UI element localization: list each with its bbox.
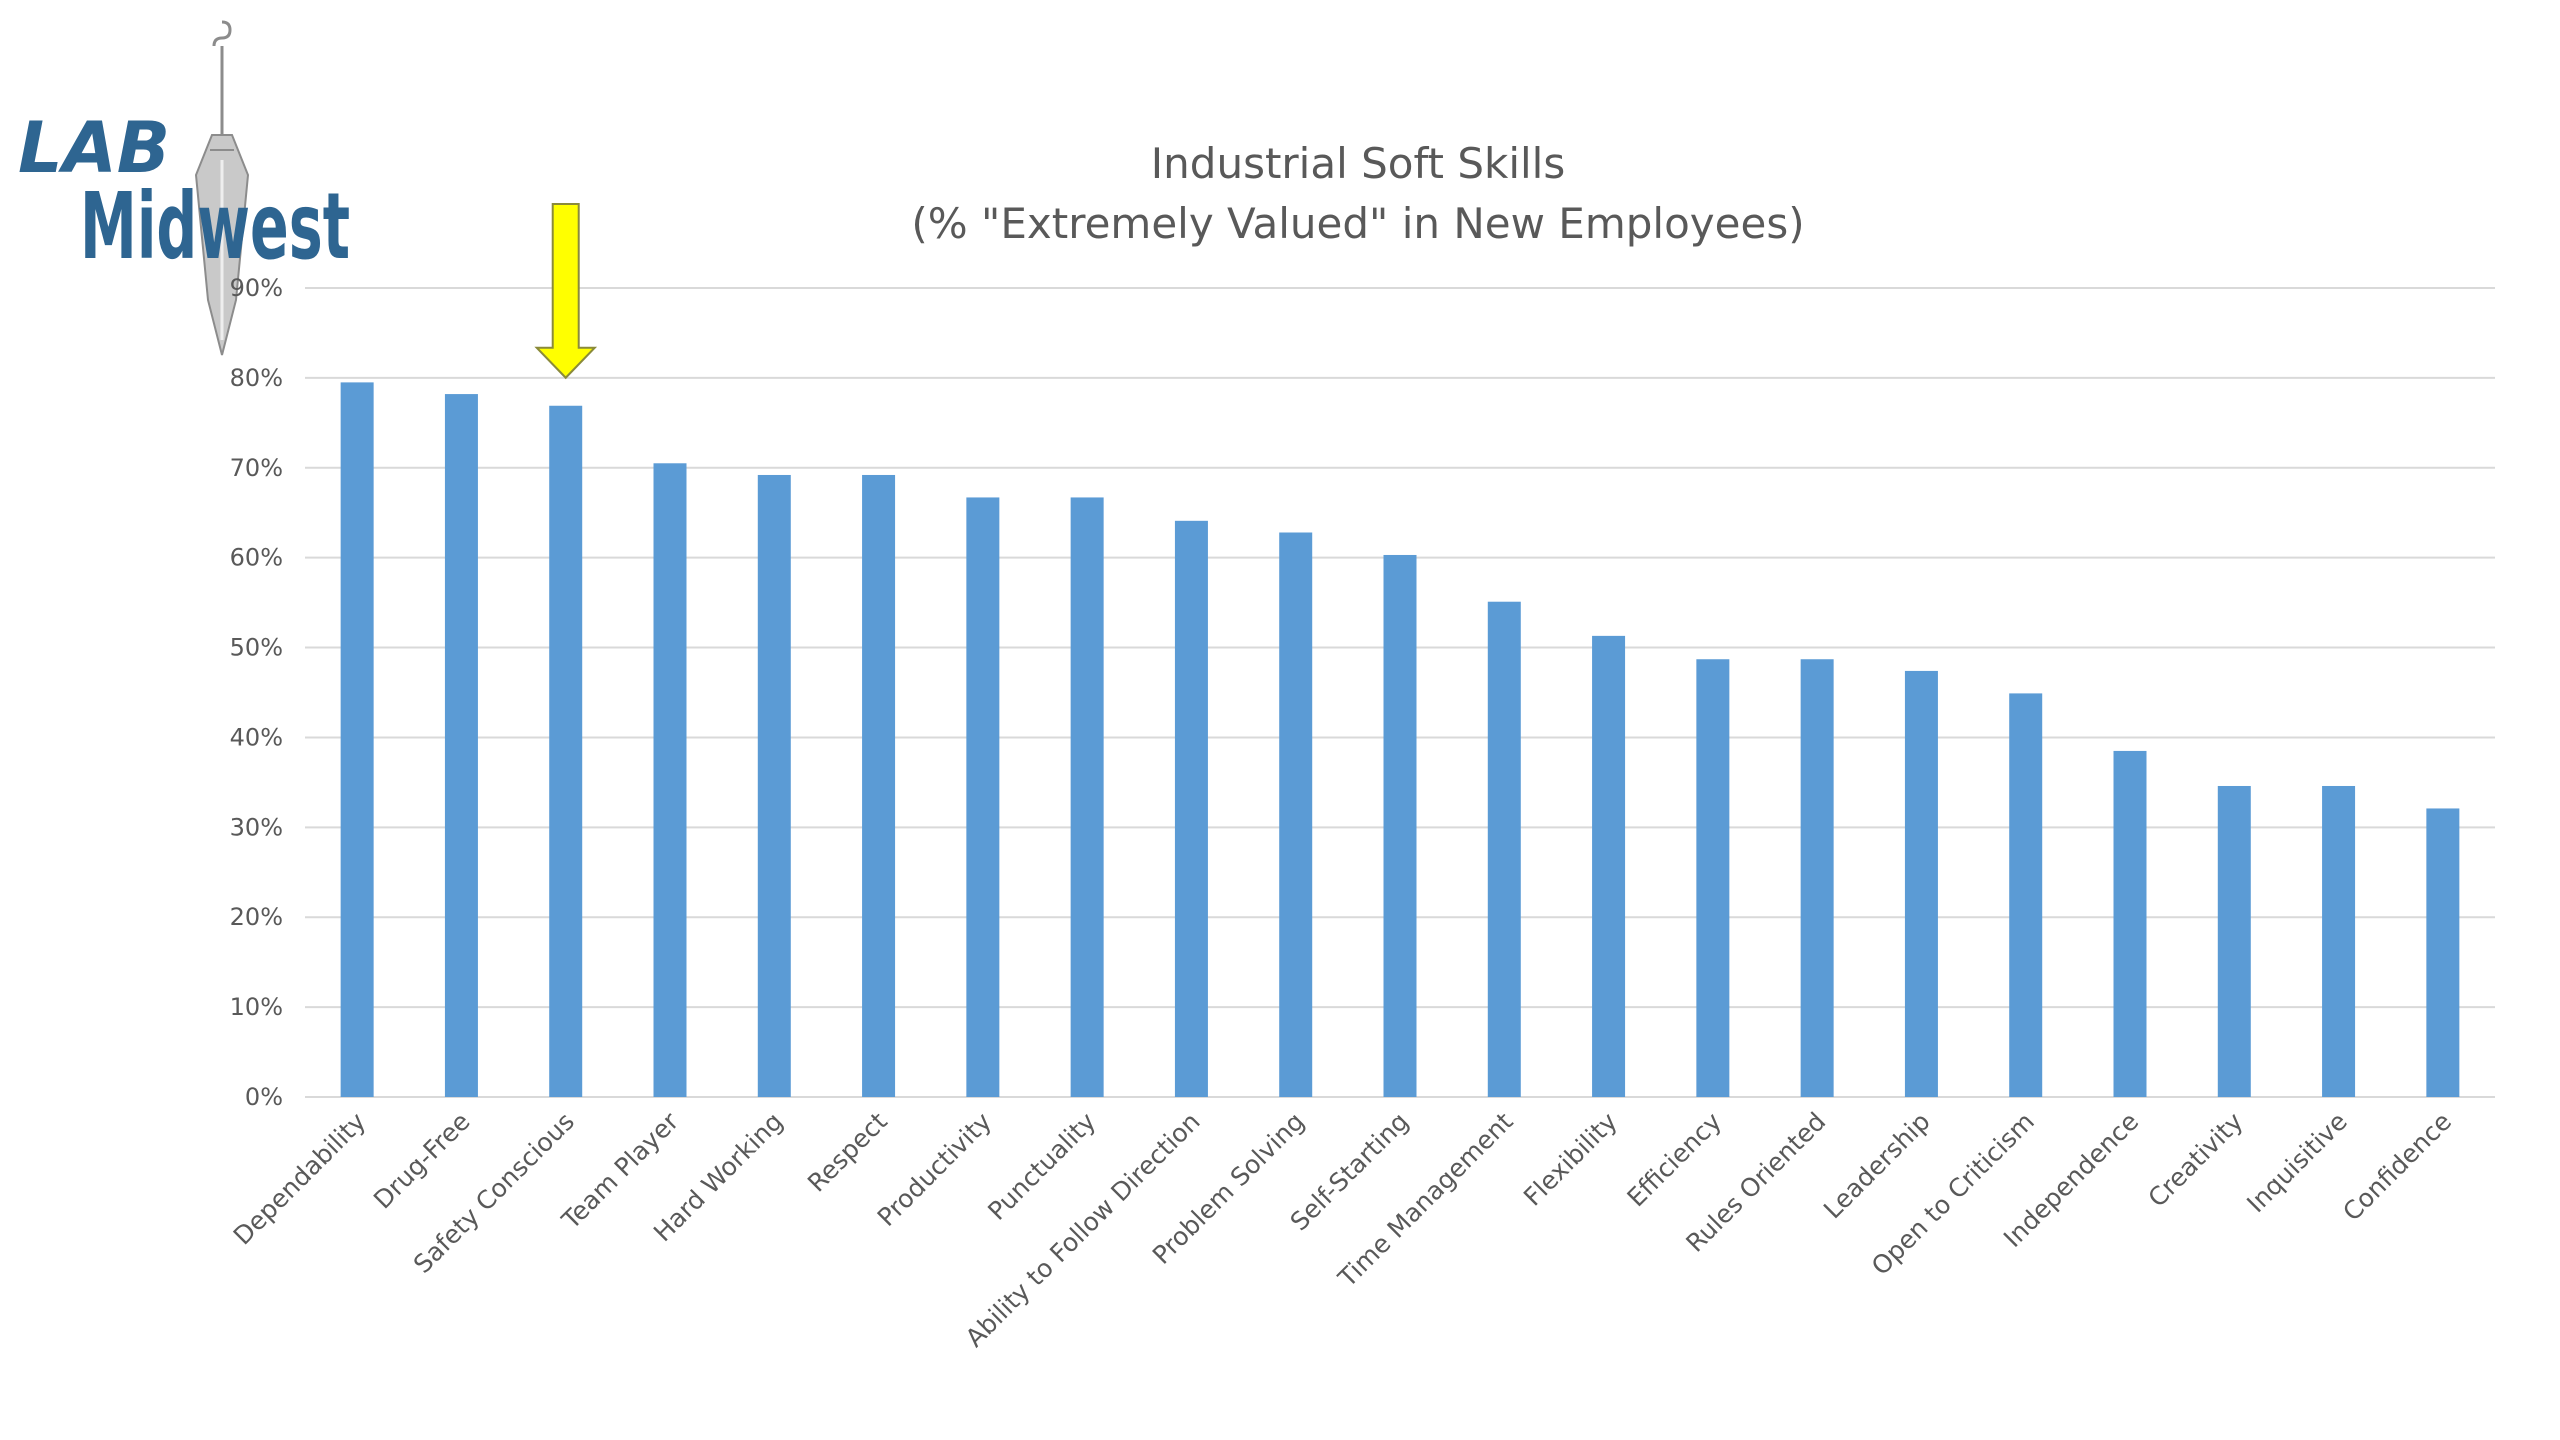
x-category-label: Leadership bbox=[1818, 1107, 1936, 1225]
y-tick-label: 20% bbox=[230, 903, 283, 931]
bar bbox=[966, 497, 1000, 1097]
highlight-arrow bbox=[534, 203, 598, 380]
y-axis-tick-labels: 0% 10% 20% 30% 40% 50% 60% 70% 80% 90% bbox=[230, 274, 283, 1111]
y-tick-label: 70% bbox=[230, 454, 283, 482]
y-tick-label: 60% bbox=[230, 544, 283, 572]
bar bbox=[1383, 554, 1417, 1097]
chart-title: Industrial Soft Skills bbox=[1151, 139, 1565, 188]
bar bbox=[549, 405, 583, 1097]
bar bbox=[340, 382, 374, 1098]
bar bbox=[2009, 693, 2043, 1097]
x-category-label: Respect bbox=[802, 1107, 893, 1198]
x-category-label: Confidence bbox=[2337, 1107, 2457, 1227]
bars bbox=[340, 382, 2460, 1098]
y-tick-label: 90% bbox=[230, 274, 283, 302]
y-tick-label: 50% bbox=[230, 634, 283, 662]
x-category-label: Inquisitive bbox=[2241, 1107, 2353, 1219]
bar bbox=[2322, 785, 2356, 1097]
bar bbox=[444, 394, 478, 1098]
x-category-label: Flexibility bbox=[1518, 1107, 1623, 1212]
bar bbox=[2217, 785, 2251, 1097]
down-arrow-icon bbox=[534, 203, 598, 380]
x-category-label: Creativity bbox=[2142, 1107, 2248, 1213]
x-category-label: Efficiency bbox=[1621, 1107, 1727, 1213]
plumb-bob-icon bbox=[194, 20, 250, 356]
logo-midwest-text: Midwest bbox=[80, 173, 350, 280]
bar bbox=[1487, 601, 1521, 1097]
bar bbox=[1279, 532, 1313, 1097]
x-category-label: Dependability bbox=[228, 1107, 372, 1251]
bar bbox=[1592, 635, 1626, 1097]
bar bbox=[1696, 659, 1730, 1097]
logo-lab-text: LAB bbox=[18, 107, 170, 189]
x-category-label: Time Management bbox=[1332, 1107, 1519, 1294]
y-tick-label: 40% bbox=[230, 723, 283, 751]
y-tick-label: 0% bbox=[245, 1083, 283, 1111]
bar bbox=[2426, 808, 2460, 1097]
bar bbox=[757, 474, 791, 1098]
bar bbox=[653, 463, 687, 1097]
bar bbox=[1904, 670, 1938, 1097]
x-category-label: Drug-Free bbox=[368, 1107, 476, 1215]
bar bbox=[1070, 497, 1104, 1097]
bar bbox=[862, 474, 896, 1098]
chart-subtitle: (% "Extremely Valued" in New Employees) bbox=[911, 199, 1804, 248]
y-tick-label: 30% bbox=[230, 813, 283, 841]
bar bbox=[2113, 750, 2147, 1097]
bar bbox=[1174, 520, 1208, 1097]
y-tick-label: 10% bbox=[230, 993, 283, 1021]
lab-midwest-logo: LAB Midwest bbox=[18, 20, 350, 356]
y-tick-label: 80% bbox=[230, 364, 283, 392]
bar bbox=[1800, 659, 1834, 1097]
